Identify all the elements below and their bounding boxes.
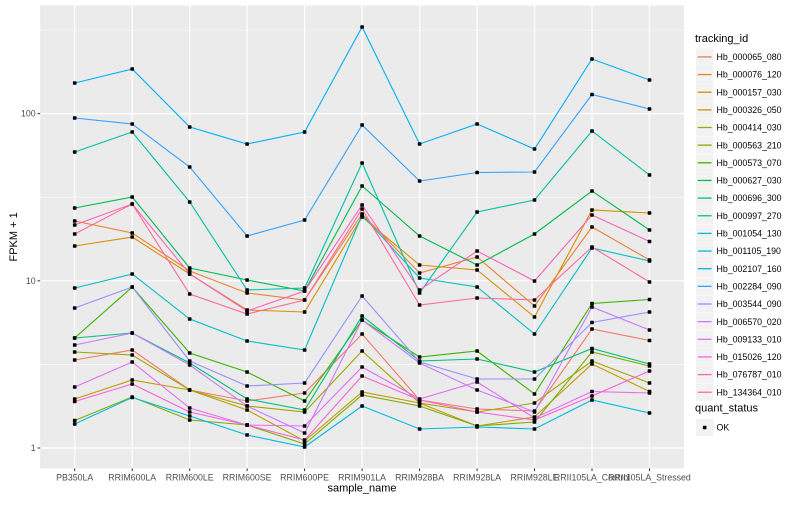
svg-text:10: 10 bbox=[26, 276, 36, 286]
svg-text:Hb_000573_070: Hb_000573_070 bbox=[717, 158, 782, 168]
svg-text:sample_name: sample_name bbox=[327, 483, 396, 495]
svg-text:OK: OK bbox=[717, 423, 730, 433]
svg-text:Hb_000414_030: Hb_000414_030 bbox=[717, 123, 782, 133]
svg-text:Hb_000157_030: Hb_000157_030 bbox=[717, 87, 782, 97]
svg-text:Hb_000997_270: Hb_000997_270 bbox=[717, 211, 782, 221]
svg-text:Hb_015026_120: Hb_015026_120 bbox=[717, 352, 782, 362]
svg-text:Hb_000696_300: Hb_000696_300 bbox=[717, 193, 782, 203]
svg-text:Hb_000326_050: Hb_000326_050 bbox=[717, 105, 782, 115]
svg-text:tracking_id: tracking_id bbox=[695, 33, 748, 45]
svg-text:FPKM + 1: FPKM + 1 bbox=[8, 212, 20, 261]
svg-text:Hb_000563_210: Hb_000563_210 bbox=[717, 140, 782, 150]
svg-text:RRII105LA_Stressed: RRII105LA_Stressed bbox=[608, 473, 691, 483]
svg-text:1: 1 bbox=[31, 443, 36, 453]
svg-text:Hb_009133_010: Hb_009133_010 bbox=[717, 334, 782, 344]
svg-text:PB350LA: PB350LA bbox=[56, 473, 93, 483]
svg-text:Hb_000065_080: Hb_000065_080 bbox=[717, 52, 782, 62]
svg-text:100: 100 bbox=[21, 109, 36, 119]
svg-text:Hb_000627_030: Hb_000627_030 bbox=[717, 176, 782, 186]
svg-text:Hb_134364_010: Hb_134364_010 bbox=[717, 387, 782, 397]
svg-text:Hb_002284_090: Hb_002284_090 bbox=[717, 281, 782, 291]
svg-text:Hb_000076_120: Hb_000076_120 bbox=[717, 70, 782, 80]
svg-text:RRIM600SE: RRIM600SE bbox=[223, 473, 272, 483]
svg-text:RRIM600LA: RRIM600LA bbox=[108, 473, 156, 483]
svg-text:Hb_001054_130: Hb_001054_130 bbox=[717, 229, 782, 239]
svg-text:RRIM928LE: RRIM928LE bbox=[511, 473, 559, 483]
svg-text:Hb_006570_020: Hb_006570_020 bbox=[717, 317, 782, 327]
svg-text:Hb_001105_190: Hb_001105_190 bbox=[717, 246, 782, 256]
svg-text:Hb_002107_160: Hb_002107_160 bbox=[717, 264, 782, 274]
svg-text:RRIM928BA: RRIM928BA bbox=[395, 473, 444, 483]
svg-text:quant_status: quant_status bbox=[695, 403, 758, 415]
svg-text:RRIM600LE: RRIM600LE bbox=[166, 473, 214, 483]
svg-text:RRIM928LA: RRIM928LA bbox=[453, 473, 501, 483]
svg-text:RRIM901LA: RRIM901LA bbox=[338, 473, 386, 483]
svg-text:RRIM600PE: RRIM600PE bbox=[280, 473, 329, 483]
svg-text:Hb_076787_010: Hb_076787_010 bbox=[717, 370, 782, 380]
svg-text:RRII105LA_Control: RRII105LA_Control bbox=[554, 473, 630, 483]
svg-text:Hb_003544_090: Hb_003544_090 bbox=[717, 299, 782, 309]
